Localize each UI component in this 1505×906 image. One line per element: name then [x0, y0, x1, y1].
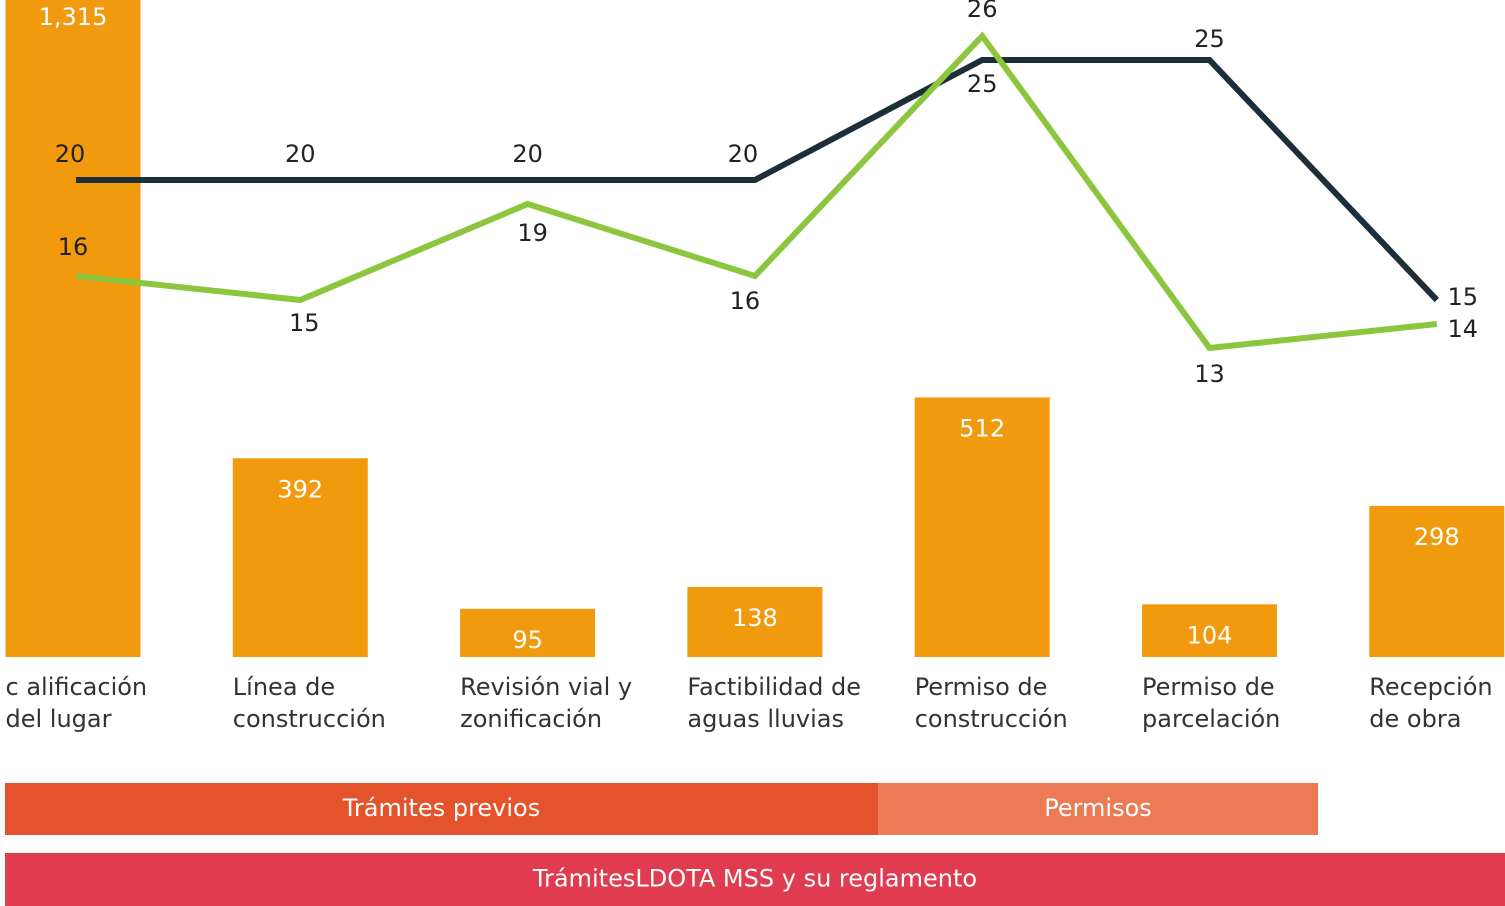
x-tick-label: c alificación [6, 673, 148, 701]
band [5, 853, 1505, 906]
bar [1142, 604, 1277, 657]
x-tick-label: del lugar [6, 705, 112, 733]
bar-value-label: 1,315 [39, 3, 108, 31]
bar-value-label: 392 [277, 475, 323, 503]
x-tick-label: Factibilidad de [687, 673, 861, 701]
bar-value-label: 104 [1187, 621, 1233, 649]
bar-value-label: 298 [1414, 523, 1460, 551]
x-tick-label: zonificación [460, 705, 602, 733]
point-label: 25 [1194, 25, 1225, 53]
bar [5, 0, 141, 658]
x-tick-label: construcción [233, 705, 386, 733]
point-label: 25 [967, 70, 998, 98]
x-tick-label: Permiso de [915, 673, 1048, 701]
point-label: 26 [967, 0, 998, 23]
bar [914, 397, 1050, 657]
point-label: 20 [728, 140, 759, 168]
x-tick-label: parcelación [1142, 705, 1280, 733]
bar-value-label: 512 [959, 414, 1005, 442]
band-label: Permisos [1044, 794, 1152, 822]
point-label: 15 [289, 309, 320, 337]
x-tick-label: aguas lluvias [687, 705, 844, 733]
point-label: 14 [1448, 315, 1479, 343]
band [878, 783, 1318, 835]
point-label: 16 [58, 233, 89, 261]
point-label: 20 [55, 140, 86, 168]
point-label: 19 [517, 219, 548, 247]
x-tick-label: Permiso de [1142, 673, 1275, 701]
bar-value-label: 95 [512, 626, 543, 654]
x-tick-label: construcción [915, 705, 1068, 733]
bar-value-label: 138 [732, 604, 778, 632]
bar [687, 587, 823, 657]
line-series [76, 57, 1439, 303]
point-label: 16 [730, 287, 761, 315]
band [5, 783, 878, 835]
bar [460, 608, 596, 657]
point-label: 20 [512, 140, 543, 168]
line-series [75, 31, 1438, 352]
band-label: Trámites previos [342, 794, 540, 822]
bar [232, 458, 368, 657]
point-label: 15 [1448, 283, 1479, 311]
point-label: 13 [1194, 360, 1225, 388]
x-tick-label: Revisión vial y [460, 673, 632, 701]
band-label: TrámitesLDOTA MSS y su reglamento [532, 865, 977, 893]
point-label: 20 [285, 140, 316, 168]
x-tick-label: de obra [1369, 705, 1461, 733]
x-tick-label: Línea de [233, 673, 335, 701]
bar [1369, 505, 1505, 657]
x-tick-label: Recepción [1369, 673, 1492, 701]
